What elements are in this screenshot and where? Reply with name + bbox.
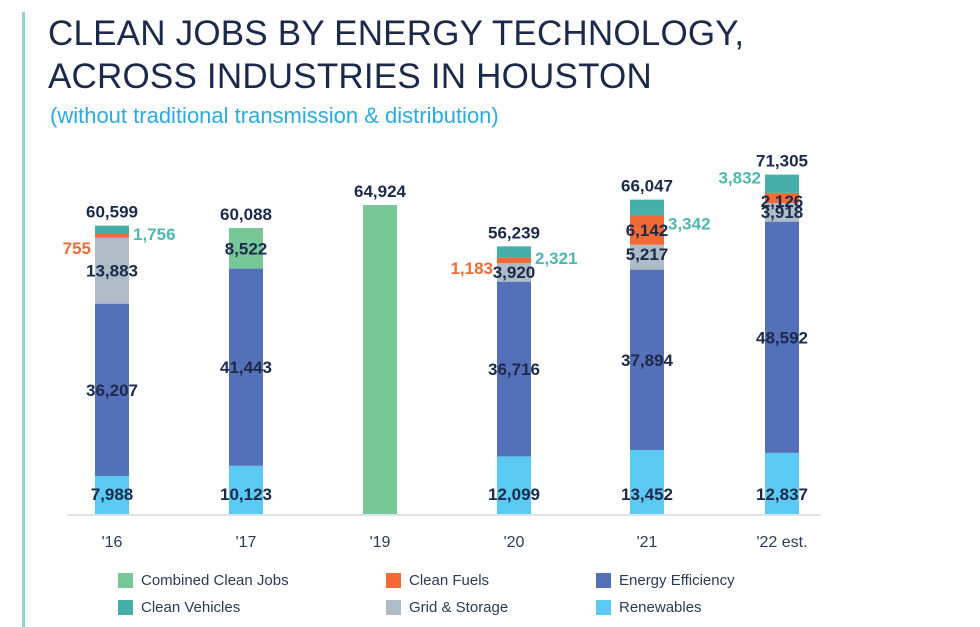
bar-segment-vehicles — [765, 174, 799, 193]
legend-label: Clean Fuels — [409, 572, 490, 589]
accent-line — [22, 12, 25, 627]
total-label: 60,088 — [220, 205, 272, 224]
x-tick-label: '19 — [370, 534, 391, 551]
data-label-grid: 3,918 — [761, 203, 804, 222]
bar-segment-fuels — [630, 215, 664, 245]
x-tick-label: '16 — [102, 534, 123, 551]
data-label-combined: 8,522 — [225, 239, 268, 258]
data-label-fuels: 755 — [63, 239, 91, 258]
data-label-renewables: 13,452 — [621, 485, 673, 504]
x-tick-label: '17 — [236, 534, 257, 551]
bar-segment-fuels — [95, 233, 129, 238]
data-label-vehicles: 2,321 — [535, 249, 578, 268]
data-label-renewables: 10,123 — [220, 485, 272, 504]
chart-title-line-2: ACROSS INDUSTRIES IN HOUSTON — [48, 57, 652, 96]
chart-title-line-1: CLEAN JOBS BY ENERGY TECHNOLOGY, — [48, 14, 745, 53]
bar-segment-vehicles — [630, 199, 664, 216]
data-label-renewables: 7,988 — [91, 485, 134, 504]
data-label-efficiency: 36,716 — [488, 360, 540, 379]
bar-segment-combined — [363, 205, 397, 514]
total-label: 60,599 — [86, 203, 138, 222]
data-label-fuels: 1,183 — [450, 259, 493, 278]
data-label-efficiency: 41,443 — [220, 358, 272, 377]
bar-segment-fuels — [765, 192, 799, 203]
data-label-vehicles: 3,832 — [718, 169, 761, 188]
bar-segment-efficiency — [630, 269, 664, 450]
legend-item: Clean Fuels — [386, 572, 489, 589]
data-label-efficiency: 37,894 — [621, 351, 674, 370]
legend-item: Renewables — [596, 599, 702, 616]
bar-segment-grid — [497, 263, 531, 282]
bar-segment-efficiency — [229, 268, 263, 466]
data-label-grid: 13,883 — [86, 262, 138, 281]
bar-segment-renewables — [95, 475, 129, 514]
data-label-fuels: 2,126 — [761, 192, 804, 211]
x-tick-label: '22 est. — [756, 534, 807, 551]
x-tick-label: '20 — [504, 534, 525, 551]
total-label: 56,239 — [488, 223, 540, 242]
bar-segment-renewables — [765, 452, 799, 514]
data-label-vehicles: 1,756 — [133, 225, 176, 244]
total-label: 66,047 — [621, 177, 673, 196]
legend-swatch — [118, 573, 133, 588]
legend-label: Renewables — [619, 599, 702, 616]
bar-segment-renewables — [229, 465, 263, 514]
bar-segment-renewables — [497, 456, 531, 514]
bar-segment-grid — [630, 244, 664, 270]
legend-item: Clean Vehicles — [118, 599, 240, 616]
chart-subtitle: (without traditional transmission & dist… — [50, 103, 499, 128]
data-label-vehicles: 3,342 — [668, 215, 711, 234]
data-label-renewables: 12,837 — [756, 485, 808, 504]
legend-label: Combined Clean Jobs — [141, 572, 289, 589]
bar-segment-fuels — [497, 257, 531, 264]
legend-label: Grid & Storage — [409, 599, 509, 616]
data-label-efficiency: 36,207 — [86, 381, 138, 400]
bar-segment-renewables — [630, 449, 664, 514]
data-label-renewables: 12,099 — [488, 485, 540, 504]
data-label-grid: 3,920 — [493, 263, 536, 282]
bar-segment-vehicles — [95, 225, 129, 234]
bar-segment-grid — [95, 237, 129, 304]
chart-title: CLEAN JOBS BY ENERGY TECHNOLOGY, ACROSS … — [48, 12, 744, 98]
legend-swatch — [596, 573, 611, 588]
legend-label: Clean Vehicles — [141, 599, 241, 616]
total-label: 71,305 — [756, 152, 808, 171]
x-tick-label: '21 — [637, 534, 658, 551]
legend-label: Energy Efficiency — [619, 572, 735, 589]
data-label-grid: 5,217 — [626, 245, 669, 264]
total-label: 64,924 — [354, 182, 407, 201]
bar-segment-efficiency — [765, 221, 799, 453]
bar-segment-efficiency — [95, 303, 129, 476]
legend-swatch — [386, 573, 401, 588]
bar-segment-combined — [229, 228, 263, 269]
legend-swatch — [386, 600, 401, 615]
legend-swatch — [596, 600, 611, 615]
data-label-efficiency: 48,592 — [756, 328, 808, 347]
bar-segment-efficiency — [497, 281, 531, 457]
legend-item: Grid & Storage — [386, 599, 508, 616]
bar-segment-vehicles — [497, 246, 531, 258]
legend-item: Combined Clean Jobs — [118, 572, 289, 589]
legend-swatch — [118, 600, 133, 615]
legend-item: Energy Efficiency — [596, 572, 735, 589]
bar-segment-grid — [765, 202, 799, 222]
data-label-fuels: 6,142 — [626, 221, 669, 240]
